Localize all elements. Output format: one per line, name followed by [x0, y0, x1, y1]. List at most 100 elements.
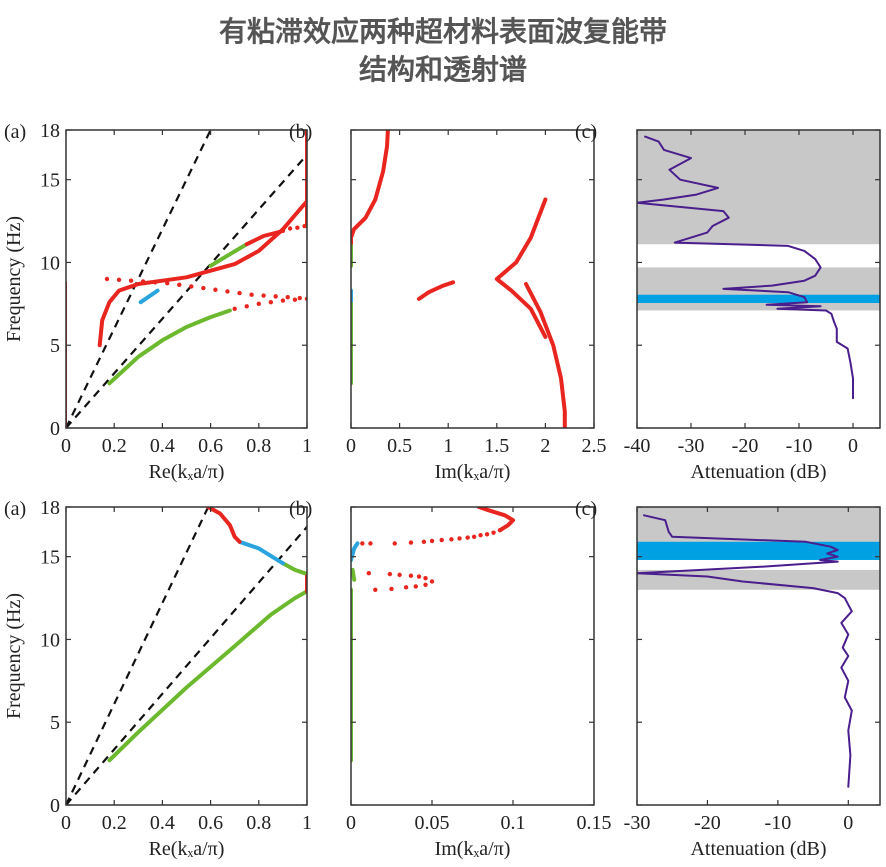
x-axis-label: Attenuation (dB) — [690, 838, 826, 860]
data-point — [429, 538, 435, 544]
panel-label: (b) — [289, 121, 312, 143]
panel-label: (a) — [4, 498, 26, 520]
data-point — [273, 294, 278, 299]
data-point — [491, 530, 496, 535]
data-point — [104, 276, 110, 282]
data-point — [244, 304, 249, 309]
y-axis-label: Frequency (Hz) — [3, 593, 25, 719]
data-point — [439, 537, 444, 543]
plot-area — [351, 507, 515, 763]
plot-area — [351, 130, 567, 428]
data-point — [140, 279, 146, 284]
data-point — [237, 290, 242, 296]
x-tick-label: 0.5 — [387, 435, 412, 457]
data-point — [421, 539, 427, 544]
data-point — [261, 293, 266, 298]
axes-frame — [350, 506, 595, 806]
data-point — [152, 280, 158, 285]
x-axis-label: Attenuation (dB) — [690, 461, 826, 483]
band-gray-band — [637, 507, 880, 544]
data-point — [189, 284, 194, 289]
series-green-upper — [280, 561, 307, 576]
data-point — [295, 225, 300, 230]
series-light-line-2 — [66, 526, 307, 805]
data-point — [368, 541, 373, 546]
data-point — [408, 573, 414, 578]
data-point — [256, 301, 261, 307]
x-tick-label: 0 — [61, 812, 71, 834]
y-axis-label: Frequency (Hz) — [3, 216, 25, 342]
series-blue-upper — [237, 539, 285, 566]
series-red-right — [524, 282, 567, 428]
x-tick-label: -40 — [624, 435, 651, 457]
x-tick-label: 0.15 — [577, 812, 612, 834]
series-attenuation-curve — [637, 514, 853, 788]
panel-label: (c) — [575, 121, 597, 143]
x-tick-label: 2 — [540, 435, 550, 457]
axes-frame — [636, 129, 881, 429]
figure-title-line-2: 结构和透射谱 — [358, 53, 527, 86]
data-point — [128, 278, 134, 283]
x-axis-label: Im(kₓa/π) — [435, 838, 511, 860]
y-tick-label: 18 — [40, 497, 60, 519]
data-point — [165, 280, 170, 286]
band-blue-band — [637, 541, 880, 560]
x-axis-label: Re(kₓa/π) — [149, 461, 225, 483]
band-blue-band — [637, 294, 880, 304]
series-attenuation-curve — [637, 135, 854, 400]
figure-title-line-1: 有粘滞效应两种超材料表面波复能带 — [218, 15, 667, 48]
x-tick-label: 0 — [61, 435, 71, 457]
series-red-branch-upper — [97, 199, 307, 348]
data-point — [249, 292, 254, 297]
axes-frame — [65, 506, 308, 806]
data-point — [389, 586, 394, 592]
panel-label: (b) — [289, 498, 312, 520]
x-tick-label: 0.2 — [102, 435, 127, 457]
x-axis-label: Im(kₓa/π) — [435, 461, 511, 483]
series-red-dots-lower — [366, 571, 435, 592]
x-tick-label: -20 — [732, 435, 759, 457]
x-tick-label: 1 — [302, 435, 312, 457]
plot-area — [637, 507, 880, 788]
series-red-top — [351, 130, 390, 248]
x-tick-label: 2.5 — [582, 435, 607, 457]
x-tick-label: 0.8 — [246, 435, 271, 457]
series-light-line-2 — [66, 154, 307, 428]
x-tick-label: 0 — [848, 435, 858, 457]
data-point — [423, 582, 428, 588]
series-light-line-1 — [66, 130, 212, 428]
data-point — [268, 299, 274, 305]
x-tick-label: 1 — [302, 812, 312, 834]
y-tick-label: 18 — [40, 120, 60, 142]
y-tick-label: 10 — [40, 252, 60, 274]
data-point — [429, 579, 435, 584]
series-green-short — [351, 567, 357, 582]
data-point — [297, 295, 302, 301]
panel-top-b: 0 0.5 1 1.5 2 2.5 Im(kₓa/π) (b) — [289, 121, 607, 483]
x-tick-label: 0.4 — [150, 435, 175, 457]
x-tick-label: -30 — [624, 812, 651, 834]
panel-label: (a) — [4, 121, 26, 143]
x-tick-label: 0.4 — [150, 812, 175, 834]
series-red-dots-upper — [104, 276, 307, 302]
data-point — [285, 295, 290, 300]
x-axis-label: Re(kₓa/π) — [149, 838, 225, 860]
series-green-branch-lower — [107, 308, 232, 386]
band-gray-band — [637, 569, 880, 590]
x-tick-label: 1 — [443, 435, 453, 457]
data-point — [292, 297, 298, 302]
axes-frame — [65, 129, 308, 429]
x-tick-label: 1.5 — [484, 435, 509, 457]
y-tick-label: 15 — [40, 547, 60, 569]
x-tick-label: 0 — [843, 812, 853, 834]
x-tick-label: 0.05 — [415, 812, 450, 834]
data-point — [478, 532, 483, 538]
data-point — [280, 298, 286, 303]
plot-area — [66, 507, 307, 805]
data-point — [280, 227, 286, 233]
x-tick-label: 0.6 — [198, 812, 223, 834]
data-point — [413, 584, 418, 589]
series-blue-short — [351, 541, 360, 562]
data-point — [449, 537, 454, 542]
